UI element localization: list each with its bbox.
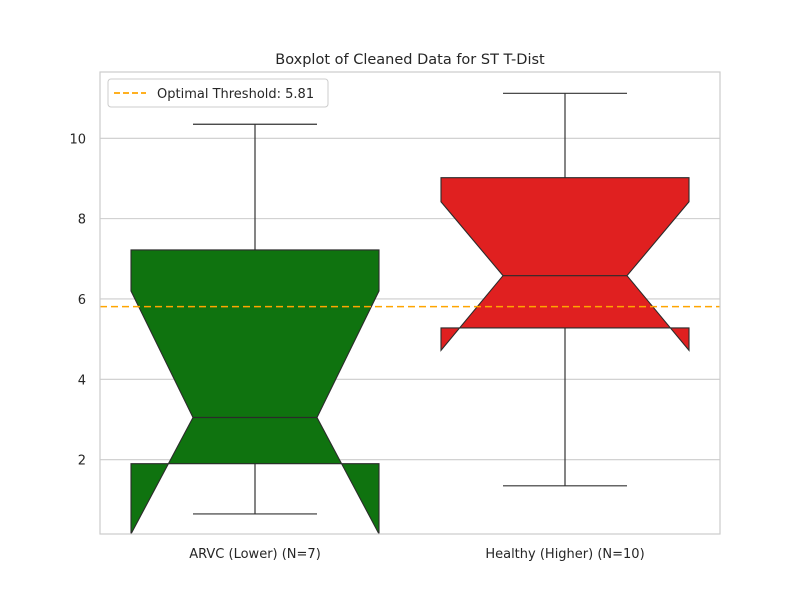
chart-title: Boxplot of Cleaned Data for ST T-Dist — [275, 52, 545, 68]
y-tick-label: 6 — [78, 293, 86, 308]
y-tick-label: 8 — [78, 213, 86, 228]
x-axis-ticks: ARVC (Lower) (N=7) Healthy (Higher) (N=10… — [189, 547, 644, 562]
x-tick-label: ARVC (Lower) (N=7) — [189, 547, 321, 562]
boxes-layer — [130, 92, 690, 535]
box-body — [130, 249, 380, 535]
y-tick-label: 2 — [78, 454, 86, 469]
legend-frame — [107, 78, 329, 108]
y-tick-label: 4 — [78, 373, 86, 388]
legend-threshold-label: Optimal Threshold: 5.81 — [157, 87, 314, 102]
x-tick-label: Healthy (Higher) (N=10) — [485, 547, 644, 562]
y-tick-label: 10 — [69, 132, 86, 147]
legend: Optimal Threshold: 5.81 — [107, 78, 329, 108]
plot-border — [99, 71, 721, 535]
y-axis-ticks: 2 4 6 8 10 — [69, 132, 86, 468]
